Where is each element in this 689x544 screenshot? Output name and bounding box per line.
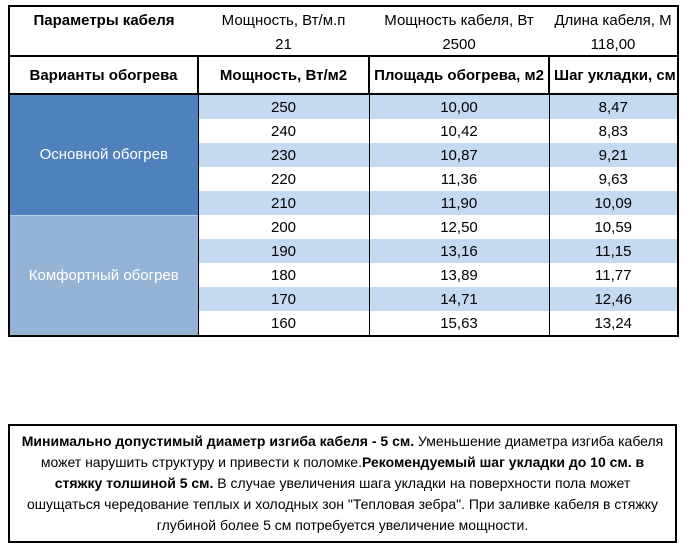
table-row: 180 13,89 11,77 (9, 263, 679, 287)
header-heating-area: Площадь обогрева, м2 (368, 55, 550, 95)
table-row: 220 11,36 9,63 (9, 167, 679, 191)
note-text-bold: Рекомендуемый шаг укладки до 10 см. в ст… (54, 454, 645, 491)
table-cell: 220 (197, 167, 370, 191)
table-row: 240 10,42 8,83 (9, 119, 679, 143)
cable-parameters-table: Параметры кабеля Мощность, Вт/м.п Мощнос… (8, 5, 679, 337)
table-cell: 12,50 (368, 215, 550, 239)
top-value-power-per-m: 21 (275, 36, 292, 53)
table-cell: 9,21 (548, 143, 679, 167)
table-cell: 240 (197, 119, 370, 143)
top-title: Параметры кабеля (33, 12, 175, 29)
top-label-power-per-m: Мощность, Вт/м.п (221, 12, 346, 29)
table-cell: 230 (197, 143, 370, 167)
table-cell: 9,63 (548, 167, 679, 191)
top-value-cable-length: 118,00 (590, 36, 636, 53)
table-cell: 11,77 (548, 263, 679, 287)
top-label-cable-length: Длина кабеля, М (554, 12, 672, 29)
top-value-cable-power: 2500 (442, 36, 476, 53)
table-cell: 11,36 (368, 167, 550, 191)
table-row: Основной обогрев 250 10,00 8,47 (8, 94, 679, 215)
section-label: Основной обогрев (8, 94, 199, 215)
table-cell: 200 (197, 215, 370, 239)
table-cell: 10,59 (548, 215, 679, 239)
table-cell: 11,15 (548, 239, 679, 263)
top-value-row: 21 2500 118,00 (9, 34, 678, 56)
table-cell: 14,71 (368, 287, 550, 311)
note-text: Уменьшение диаметра изгиба кабеля может … (40, 433, 664, 470)
top-label-cable-power: Мощность кабеля, Вт (384, 12, 534, 29)
table-cell: 180 (197, 263, 370, 287)
header-laying-step: Шаг укладки, см (548, 55, 679, 95)
table-cell: 10,42 (368, 119, 550, 143)
table-row: 190 13,16 11,15 (9, 239, 679, 263)
section-label: Комфортный обогрев (8, 214, 199, 336)
table-cell: 11,90 (368, 191, 550, 215)
note-text-bold: Минимально допустимый диаметр изгиба каб… (21, 433, 415, 449)
table-cell: 15,63 (368, 311, 550, 336)
table-cell: 8,47 (548, 94, 679, 119)
table-row: 160 15,63 13,24 (9, 311, 679, 336)
table-cell: 10,00 (368, 94, 550, 119)
top-empty-cell (9, 34, 198, 56)
table-cell: 170 (197, 287, 370, 311)
table-cell: 210 (197, 191, 370, 215)
table-row: 210 11,90 10,09 (9, 191, 679, 215)
table-row: 230 10,87 9,21 (9, 143, 679, 167)
table-cell: 13,24 (548, 311, 679, 336)
note-box: Минимально допустимый диаметр изгиба каб… (8, 424, 677, 543)
table-cell: 8,83 (548, 119, 679, 143)
header-power: Мощность, Вт/м2 (197, 55, 370, 95)
table-cell: 13,89 (368, 263, 550, 287)
table-row: 170 14,71 12,46 (9, 287, 679, 311)
table-body: Основной обогрев 250 10,00 8,47 240 10,42 8,83… (8, 94, 679, 336)
table-cell: 160 (197, 311, 370, 336)
table-cell: 250 (197, 94, 370, 119)
table-cell: 12,46 (548, 287, 679, 311)
header-heating-variants: Варианты обогрева (8, 55, 199, 95)
table-row: Комфортный обогрев 200 12,50 10,59 (8, 214, 679, 336)
table-header-row: Варианты обогрева Мощность, Вт/м2 Площад… (8, 55, 679, 95)
top-label-row: Параметры кабеля Мощность, Вт/м.п Мощнос… (9, 6, 678, 34)
table-cell: 10,09 (548, 191, 679, 215)
table-cell: 13,16 (368, 239, 550, 263)
table-cell: 10,87 (368, 143, 550, 167)
note-text: В случае увеличения шага укладки на пове… (26, 475, 659, 533)
table-cell: 190 (197, 239, 370, 263)
